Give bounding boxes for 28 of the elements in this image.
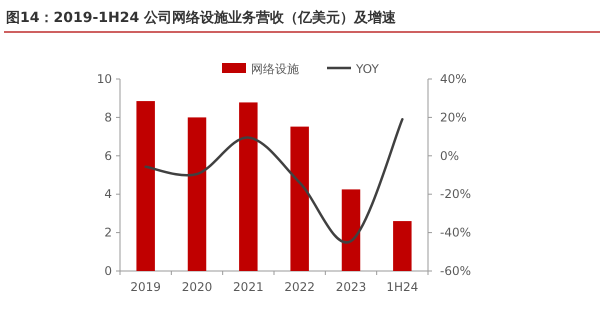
y-tick-label: 10 [96, 72, 112, 86]
x-tick-label: 2022 [284, 280, 315, 294]
y-tick-label: 2 [104, 226, 112, 240]
y-tick-label: 8 [104, 110, 112, 124]
chart-title: 图14：2019-1H24 公司网络设施业务营收（亿美元）及增速 [6, 9, 398, 26]
y-tick-label: 0 [104, 264, 112, 278]
y2-tick-label: 40% [440, 72, 467, 86]
legend-label: YOY [355, 62, 380, 76]
bar [239, 102, 258, 271]
legend-label: 网络设施 [251, 62, 299, 76]
x-tick-label: 1H24 [386, 280, 418, 294]
y2-tick-label: -60% [440, 264, 472, 278]
x-tick-label: 2019 [130, 280, 161, 294]
y-tick-label: 6 [104, 148, 112, 163]
x-tick-label: 2021 [233, 280, 264, 294]
bar [342, 189, 360, 271]
bar [393, 221, 412, 271]
y2-tick-label: 0% [440, 148, 460, 163]
x-tick-label: 2023 [336, 280, 366, 294]
y-tick-label: 4 [104, 187, 112, 202]
bar [290, 126, 309, 271]
bar [136, 101, 155, 271]
y2-tick-label: 20% [440, 110, 467, 124]
y2-tick-label: -40% [440, 226, 472, 240]
x-tick-label: 2020 [182, 280, 212, 294]
bar [188, 117, 206, 271]
y2-tick-label: -20% [440, 187, 472, 202]
line-series [144, 118, 404, 244]
